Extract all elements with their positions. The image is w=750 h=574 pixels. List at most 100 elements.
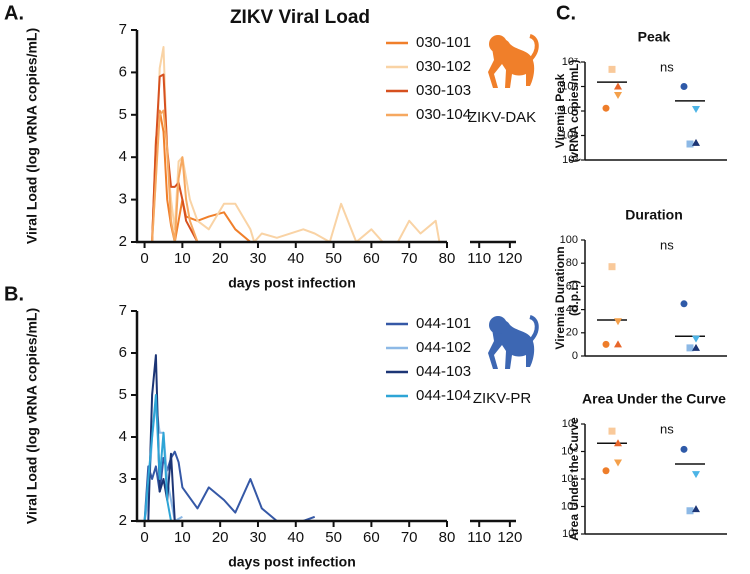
data-point bbox=[686, 507, 694, 515]
legend-label: 044-101 bbox=[416, 315, 471, 332]
data-point bbox=[608, 263, 616, 271]
y-tick-label: 80 bbox=[566, 257, 578, 269]
y-tick-label: 4 bbox=[119, 148, 127, 165]
x-tick-label: 70 bbox=[401, 529, 418, 546]
x-tick-label: 50 bbox=[325, 250, 342, 267]
y-tick-label: 10⁵ bbox=[561, 473, 578, 485]
legend-label: 030-103 bbox=[416, 82, 471, 99]
data-point bbox=[614, 91, 622, 99]
y-tick-label: 10⁶ bbox=[561, 80, 578, 92]
annotation: ns bbox=[660, 421, 674, 436]
panel-label: A. bbox=[4, 2, 24, 24]
y-tick-label: 2 bbox=[119, 233, 127, 250]
chart-title: ZIKV Viral Load bbox=[230, 7, 370, 28]
y-axis-label: Viral Load (log vRNA copies/mL) bbox=[24, 308, 40, 524]
y-tick-label: 7 bbox=[119, 302, 127, 319]
y-axis-label: Viremia Peak bbox=[553, 73, 567, 148]
y-tick-label: 10³ bbox=[562, 154, 578, 166]
x-tick-label: 0 bbox=[140, 250, 148, 267]
data-point bbox=[614, 439, 622, 447]
data-point bbox=[680, 300, 688, 308]
data-point bbox=[680, 445, 688, 453]
y-tick-label: 3 bbox=[119, 470, 127, 487]
data-point bbox=[680, 83, 688, 90]
x-tick-label: 40 bbox=[287, 529, 304, 546]
virus-icon bbox=[488, 315, 539, 369]
data-point bbox=[614, 318, 622, 326]
legend-label: 030-102 bbox=[416, 58, 471, 75]
chart-title: Area Under the Curve bbox=[582, 391, 726, 407]
x-tick-label: 120 bbox=[497, 529, 522, 546]
data-point bbox=[692, 106, 700, 114]
x-tick-label: 80 bbox=[439, 250, 456, 267]
data-point bbox=[614, 459, 622, 467]
virus-icon bbox=[488, 34, 539, 88]
y-tick-label: 60 bbox=[566, 280, 578, 292]
data-point bbox=[692, 505, 700, 513]
panel-label: B. bbox=[4, 283, 24, 305]
legend-label: 044-104 bbox=[416, 387, 471, 404]
y-tick-label: 40 bbox=[566, 304, 578, 316]
data-point bbox=[692, 471, 700, 479]
y-tick-label: 10⁶ bbox=[561, 445, 578, 457]
icon-head bbox=[489, 35, 507, 53]
annotation: ns bbox=[660, 59, 674, 74]
x-tick-label: 30 bbox=[250, 250, 267, 267]
x-tick-label: 10 bbox=[174, 529, 191, 546]
virus-label: ZIKV-DAK bbox=[468, 109, 536, 126]
data-point bbox=[692, 343, 700, 351]
y-axis-label: Viremia Durationn bbox=[553, 246, 567, 349]
y-tick-label: 3 bbox=[119, 191, 127, 208]
y-tick-label: 5 bbox=[119, 386, 127, 403]
x-tick-label: 70 bbox=[401, 250, 418, 267]
y-tick-label: 6 bbox=[119, 344, 127, 361]
x-tick-label: 110 bbox=[467, 529, 491, 546]
x-tick-label: 20 bbox=[212, 529, 229, 546]
x-tick-label: 120 bbox=[497, 250, 522, 267]
data-point bbox=[614, 82, 622, 90]
data-point bbox=[692, 138, 700, 146]
y-tick-label: 5 bbox=[119, 106, 127, 123]
x-tick-label: 60 bbox=[363, 529, 380, 546]
chart-title: Duration bbox=[625, 207, 683, 223]
data-point bbox=[602, 467, 610, 475]
x-tick-label: 80 bbox=[439, 529, 456, 546]
icon-head bbox=[489, 316, 507, 334]
x-tick-label: 20 bbox=[212, 250, 229, 267]
legend-label: 044-102 bbox=[416, 339, 471, 356]
series-line bbox=[144, 354, 176, 522]
data-point bbox=[686, 140, 694, 148]
y-tick-label: 20 bbox=[566, 327, 578, 339]
data-point bbox=[608, 427, 616, 435]
y-tick-label: 10⁷ bbox=[562, 56, 578, 68]
legend-label: 030-101 bbox=[416, 34, 471, 51]
annotation: ns bbox=[660, 237, 674, 252]
icon-tail bbox=[528, 315, 539, 343]
y-axis-label: (d.p.i.) bbox=[567, 280, 581, 316]
x-tick-label: 110 bbox=[467, 250, 491, 267]
x-tick-label: 0 bbox=[140, 529, 148, 546]
y-tick-label: 6 bbox=[119, 63, 127, 80]
x-tick-label: 60 bbox=[363, 250, 380, 267]
legend-label: 044-103 bbox=[416, 363, 471, 380]
data-point bbox=[608, 65, 616, 73]
series-line bbox=[144, 109, 199, 243]
x-tick-label: 50 bbox=[325, 529, 342, 546]
data-point bbox=[686, 344, 694, 352]
data-point bbox=[602, 340, 610, 348]
x-tick-label: 40 bbox=[287, 250, 304, 267]
y-tick-label: 10⁵ bbox=[561, 105, 578, 117]
y-tick-label: 0 bbox=[572, 350, 578, 362]
x-tick-label: 10 bbox=[174, 250, 191, 267]
series-line bbox=[144, 109, 252, 243]
y-axis-label: Viral Load (log vRNA copies/mL) bbox=[24, 28, 40, 244]
series-line bbox=[143, 394, 172, 522]
y-tick-label: 2 bbox=[119, 512, 127, 529]
chart-title: Peak bbox=[638, 29, 671, 45]
icon-tail bbox=[528, 34, 539, 62]
y-tick-label: 10⁴ bbox=[561, 129, 578, 141]
y-tick-label: 10³ bbox=[562, 528, 578, 540]
legend-label: 030-104 bbox=[416, 106, 471, 123]
y-axis-label: Area Under the Curve bbox=[567, 417, 581, 541]
